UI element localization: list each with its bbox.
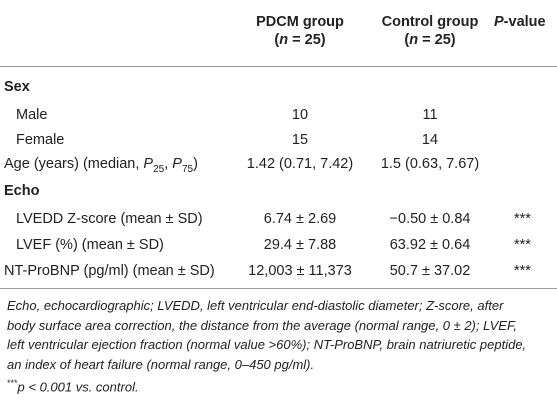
row-ntprobnp-p: *** <box>514 263 531 279</box>
header-control-n-symbol: n <box>409 32 419 48</box>
row-lvef-pdcm: 29.4 ± 7.88 <box>263 237 337 253</box>
row-lvef-label: LVEF (%) (mean ± SD) <box>16 237 164 253</box>
header-pdcm-n-value: = 25) <box>288 32 326 48</box>
header-control-n: (n = 25) <box>370 31 490 49</box>
row-female-pdcm: 15 <box>291 132 309 148</box>
row-lvedd-control: −0.50 ± 0.84 <box>389 211 471 227</box>
row-age-pdcm: 1.42 (0.71, 7.42) <box>246 156 354 172</box>
header-p-label: -value <box>503 14 546 30</box>
row-age-comma: , <box>164 156 173 172</box>
header-pdcm-group: PDCM group (n = 25) <box>240 13 360 49</box>
table-footnote: Echo, echocardiographic; LVEDD, left ven… <box>7 296 552 397</box>
header-control-n-value: = 25) <box>418 32 456 48</box>
row-age-p25-subscript: 25 <box>153 163 165 175</box>
footnote-line: an index of heart failure (normal range,… <box>7 356 315 372</box>
row-male-control: 11 <box>422 107 438 123</box>
footnote-significance-text: < 0.001 vs. control. <box>24 379 139 395</box>
row-lvedd-label: LVEDD Z-score (mean ± SD) <box>16 211 203 227</box>
header-pdcm-n: (n = 25) <box>240 31 360 49</box>
header-control-n-open: ( <box>404 32 410 48</box>
header-control-title: Control group <box>381 14 479 30</box>
section-echo: Echo <box>4 183 40 199</box>
header-p-value: P-value <box>494 13 554 31</box>
header-pdcm-n-open: ( <box>274 32 280 48</box>
footnote-line: left ventricular ejection fraction (norm… <box>7 337 527 352</box>
row-age-label: Age (years) (median, P25, P75) <box>4 155 198 179</box>
row-age-p25-symbol: P <box>143 156 154 172</box>
row-female-control: 14 <box>421 132 439 148</box>
row-ntprobnp-control: 50.7 ± 37.02 <box>389 263 471 279</box>
section-sex: Sex <box>4 79 30 95</box>
row-lvedd-p: *** <box>514 211 531 227</box>
footnote-p: p <box>17 379 25 395</box>
row-age-control: 1.5 (0.63, 7.67) <box>380 156 480 172</box>
footnote-line: Echo, echocardiographic; LVEDD, left ven… <box>7 298 504 313</box>
row-lvef-p: *** <box>514 237 531 253</box>
header-divider <box>0 66 557 67</box>
row-lvedd-pdcm: 6.74 ± 2.69 <box>263 211 337 227</box>
row-male-label: Male <box>16 107 48 123</box>
row-ntprobnp-label: NT-ProBNP (pg/ml) (mean ± SD) <box>4 263 215 279</box>
row-age-p75-symbol: P <box>172 156 182 172</box>
row-lvef-control: 63.92 ± 0.64 <box>389 237 471 253</box>
row-ntprobnp-pdcm: 12,003 ± 11,373 <box>248 263 352 279</box>
row-female-label: Female <box>16 132 65 148</box>
header-pdcm-title: PDCM group <box>256 14 344 30</box>
footnote-stars: *** <box>7 378 18 388</box>
row-male-pdcm: 10 <box>291 107 309 123</box>
row-age-p75-subscript: 75 <box>181 163 194 175</box>
header-pdcm-n-symbol: n <box>279 32 289 48</box>
row-age-close: ) <box>193 156 198 172</box>
header-control-group: Control group (n = 25) <box>370 13 490 49</box>
row-age-label-text: Age (years) (median, <box>4 156 144 172</box>
header-p-symbol: P <box>494 14 504 30</box>
footnote-significance: ***p < 0.001 vs. control. <box>7 374 552 397</box>
table-bottom-rule <box>0 288 557 289</box>
footnote-line: body surface area correction, the distan… <box>7 317 517 333</box>
